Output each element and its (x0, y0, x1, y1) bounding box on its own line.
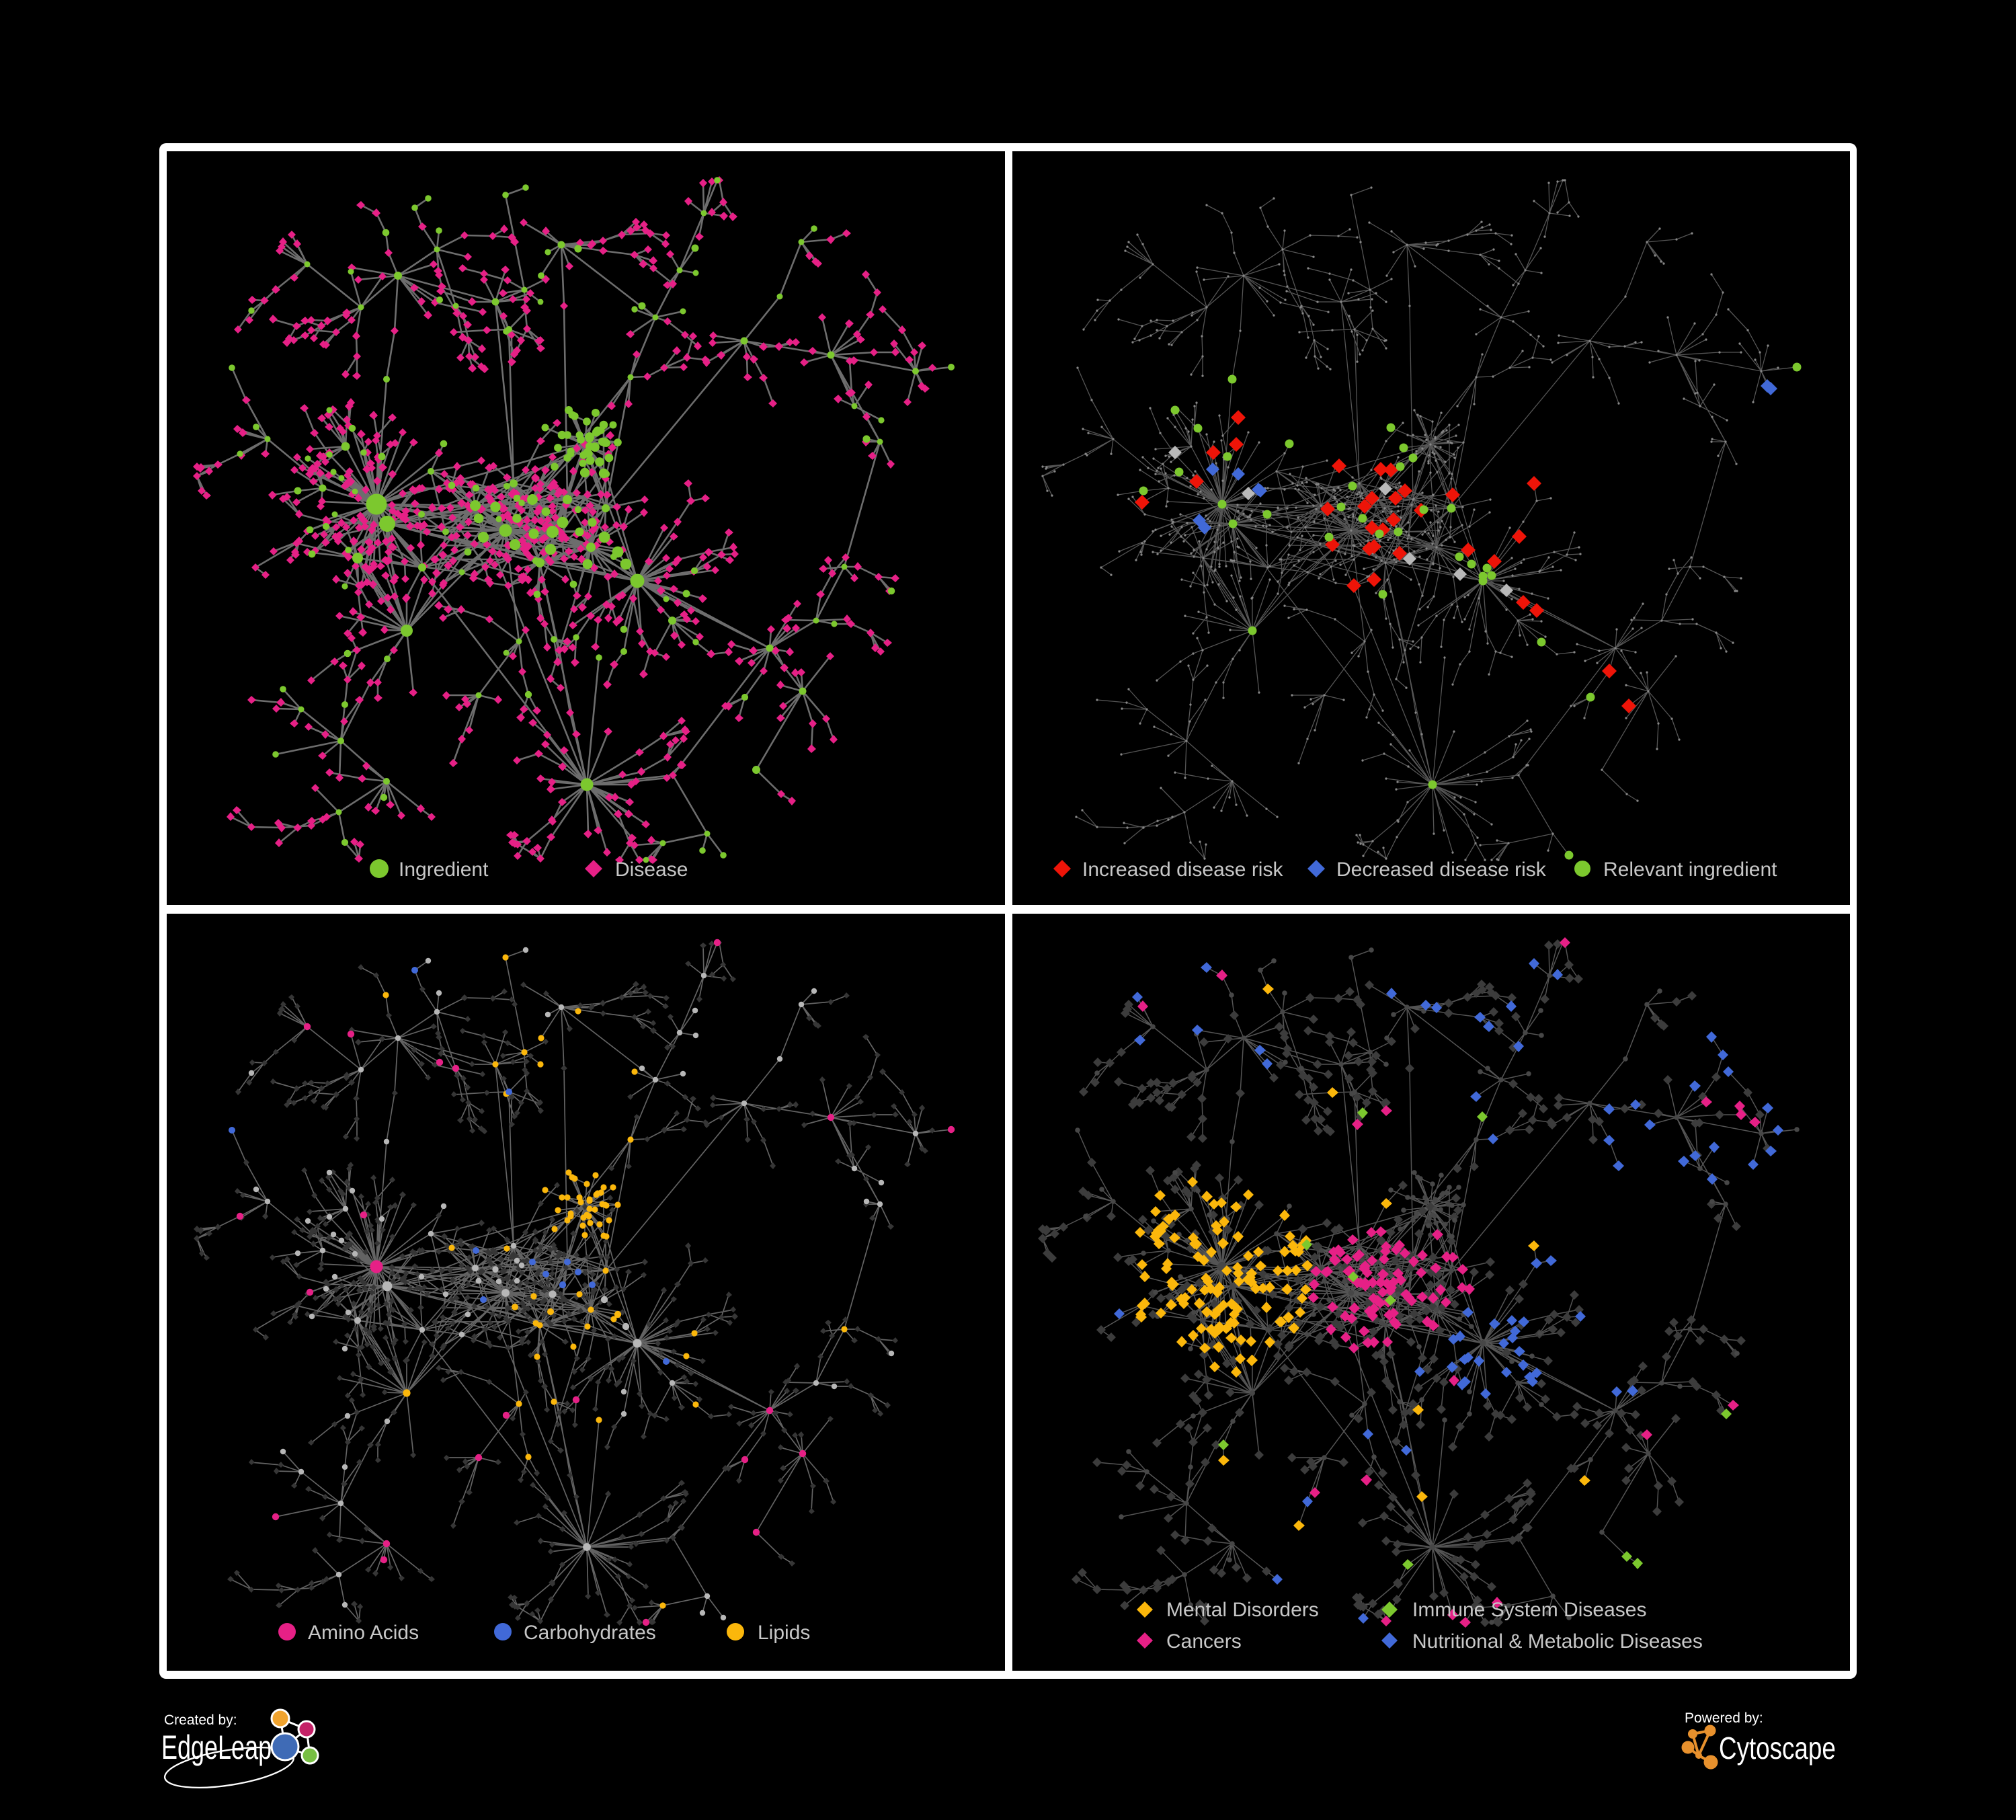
svg-text:Relevant ingredient: Relevant ingredient (1603, 859, 1777, 881)
svg-text:Ingredient: Ingredient (399, 859, 489, 881)
svg-text:Mental Disorders: Mental Disorders (1166, 1599, 1319, 1621)
svg-text:Amino Acids: Amino Acids (308, 1622, 419, 1644)
svg-text:Immune System Diseases: Immune System Diseases (1412, 1599, 1646, 1621)
svg-text:Nutritional & Metabolic Diseas: Nutritional & Metabolic Diseases (1412, 1630, 1703, 1653)
svg-text:Cytoscape: Cytoscape (1719, 1731, 1836, 1766)
svg-text:Created by:: Created by: (164, 1712, 237, 1728)
svg-text:Cancers: Cancers (1166, 1630, 1242, 1653)
svg-text:Carbohydrates: Carbohydrates (524, 1622, 656, 1644)
svg-text:Decreased disease risk: Decreased disease risk (1336, 859, 1547, 881)
svg-text:Lipids: Lipids (758, 1622, 810, 1644)
svg-text:Powered by:: Powered by: (1685, 1710, 1763, 1726)
svg-text:Increased disease risk: Increased disease risk (1082, 859, 1283, 881)
svg-text:Disease: Disease (615, 859, 688, 881)
